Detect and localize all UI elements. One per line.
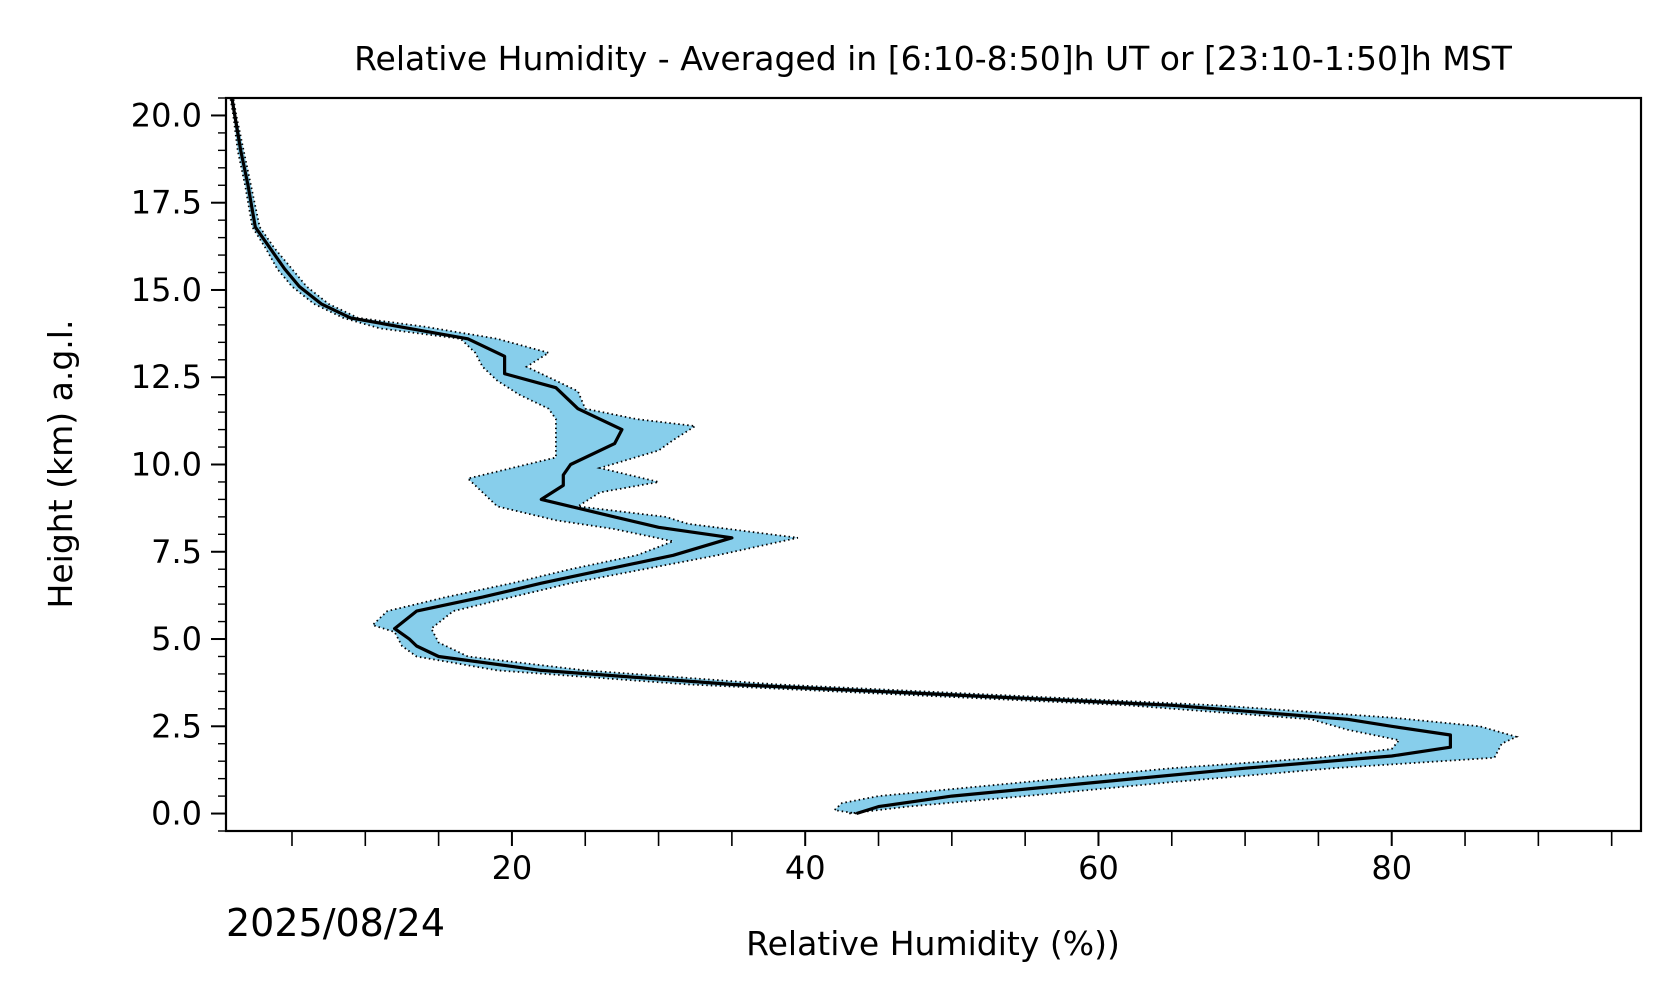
y-tick-label: 10.0 [131,446,202,484]
x-tick-label: 60 [1078,849,1119,887]
x-tick-label: 20 [492,849,533,887]
y-tick-label: 7.5 [151,533,202,571]
y-tick-label: 0.0 [151,795,202,833]
mean-humidity-line [230,97,1453,816]
uncertainty-band [230,98,1517,814]
uncertainty-band-layer [229,97,1519,815]
y-tick-label: 17.5 [131,184,202,222]
x-axis-label: Relative Humidity (%)) [746,924,1120,963]
y-tick-label: 5.0 [151,620,202,658]
y-tick-label: 2.5 [151,707,202,745]
plot-frame [224,96,1643,833]
y-tick-label: 15.0 [131,271,202,309]
date-label: 2025/08/24 [226,901,445,945]
band-upper-edge [232,97,1519,815]
y-tick-label: 20.0 [131,96,202,134]
mean-line-layer [230,97,1453,816]
x-tick-label: 80 [1371,849,1412,887]
y-tick-label: 12.5 [131,358,202,396]
chart-title: Relative Humidity - Averaged in [6:10-8:… [354,39,1513,78]
y-axis-label: Height (km) a.g.l. [41,320,80,609]
band-lower-edge [229,97,1401,815]
x-tick-label: 40 [785,849,826,887]
axis-ticks-layer: 20 40 60 80 0.0 2.5 5.0 7.5 10.0 12.5 15.0 17.5 20.0 [131,96,1613,887]
